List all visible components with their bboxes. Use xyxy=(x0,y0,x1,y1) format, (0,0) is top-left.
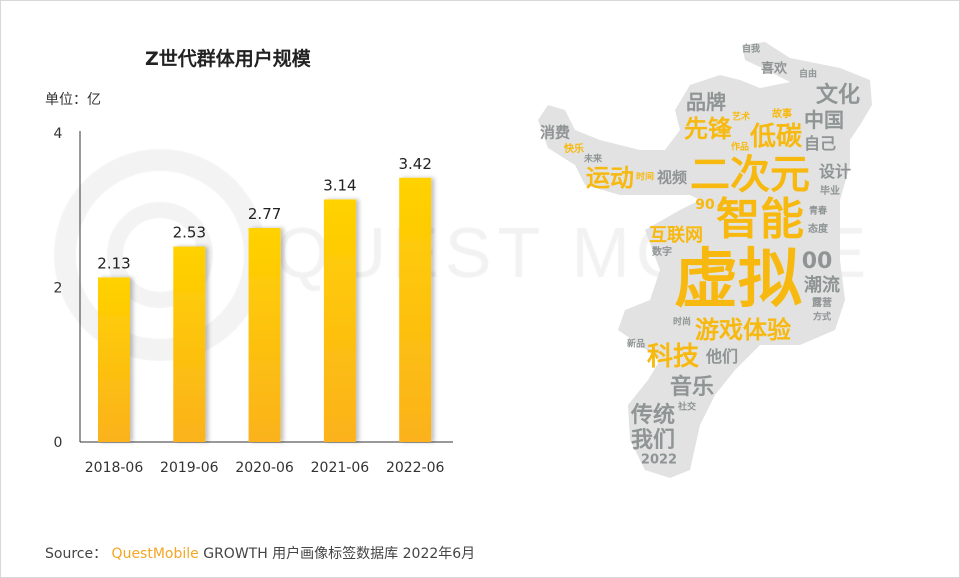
x-tick-label: 2020-06 xyxy=(235,460,294,476)
word-cloud-word: 我们 xyxy=(630,428,676,453)
word-cloud-word: 90 xyxy=(695,197,715,213)
word-cloud-word: 低碳 xyxy=(749,122,803,152)
data-label: 2.77 xyxy=(248,205,281,223)
word-cloud-word: 他们 xyxy=(705,347,739,366)
bar xyxy=(98,277,130,442)
word-cloud-word: 2022 xyxy=(640,452,678,468)
word-cloud-word: 互联网 xyxy=(649,225,703,246)
word-cloud-word: 时间 xyxy=(635,172,655,183)
word-cloud-word: 态度 xyxy=(808,224,828,235)
word-cloud-word: 视频 xyxy=(656,168,688,187)
word-cloud-word: 方式 xyxy=(812,312,832,323)
source-line: Source： QuestMobile GROWTH 用户画像标签数据库 202… xyxy=(45,543,475,563)
bar xyxy=(323,199,356,442)
data-label: 3.14 xyxy=(323,176,356,194)
word-cloud-word: 毕业 xyxy=(820,186,840,197)
word-cloud-word: 运动 xyxy=(586,164,634,192)
word-cloud-word: 设计 xyxy=(818,162,852,181)
bar xyxy=(399,177,432,442)
word-cloud-word: 青春 xyxy=(808,206,828,217)
word-cloud-word: 品牌 xyxy=(686,90,726,114)
word-cloud-word: 文化 xyxy=(815,83,861,108)
word-cloud-word: 科技 xyxy=(646,342,700,372)
word-cloud-word: 自由 xyxy=(798,69,818,80)
word-cloud-word: 故事 xyxy=(772,109,792,120)
word-cloud-word: 艺术 xyxy=(731,112,751,123)
word-cloud-word: 时尚 xyxy=(672,317,692,328)
data-label: 2.13 xyxy=(97,254,130,272)
word-cloud-word: 游戏体验 xyxy=(695,316,791,344)
source-label: Source： xyxy=(45,546,108,562)
data-label: 2.53 xyxy=(173,224,206,242)
data-label: 3.42 xyxy=(398,155,431,173)
source-text: GROWTH 用户画像标签数据库 2022年6月 xyxy=(203,546,476,562)
word-cloud-word: 自己 xyxy=(803,134,837,153)
word-cloud-word: 作品 xyxy=(730,142,750,153)
y-tick-label: 2 xyxy=(54,281,63,297)
word-cloud-word: 未来 xyxy=(583,154,603,165)
word-cloud-word: 智能 xyxy=(716,194,804,245)
chart-title: Z世代群体用户规模 xyxy=(145,48,311,70)
bar xyxy=(173,246,206,442)
x-tick-label: 2022-06 xyxy=(386,460,445,476)
word-cloud-word: 喜欢 xyxy=(760,61,788,77)
word-cloud-word: 露营 xyxy=(812,298,832,309)
word-cloud-word: 音乐 xyxy=(669,375,715,400)
x-tick-label: 2018-06 xyxy=(85,460,144,476)
word-cloud-word: 虚拟 xyxy=(674,243,802,317)
unit-label: 单位：亿 xyxy=(45,92,101,108)
word-cloud-word: 二次元 xyxy=(690,152,810,198)
word-cloud-word: 快乐 xyxy=(564,144,584,155)
word-cloud-word: 新品 xyxy=(626,339,646,350)
word-cloud-word: 社交 xyxy=(677,402,697,413)
word-cloud-word: 自我 xyxy=(741,44,761,55)
word-cloud-word: 中国 xyxy=(804,108,844,132)
x-tick-label: 2021-06 xyxy=(311,460,370,476)
word-cloud-word: 传统 xyxy=(630,403,676,428)
y-tick-label: 4 xyxy=(54,126,63,142)
y-tick-label: 0 xyxy=(54,435,63,451)
bar xyxy=(248,228,281,442)
word-cloud-word: 潮流 xyxy=(804,275,840,296)
word-cloud-word: 00 xyxy=(801,249,833,274)
brand-name: QuestMobile xyxy=(111,546,199,562)
word-cloud-word: 先锋 xyxy=(684,115,732,143)
word-cloud-word: 数字 xyxy=(652,247,672,258)
x-tick-label: 2019-06 xyxy=(160,460,219,476)
word-cloud-word: 消费 xyxy=(539,123,571,142)
